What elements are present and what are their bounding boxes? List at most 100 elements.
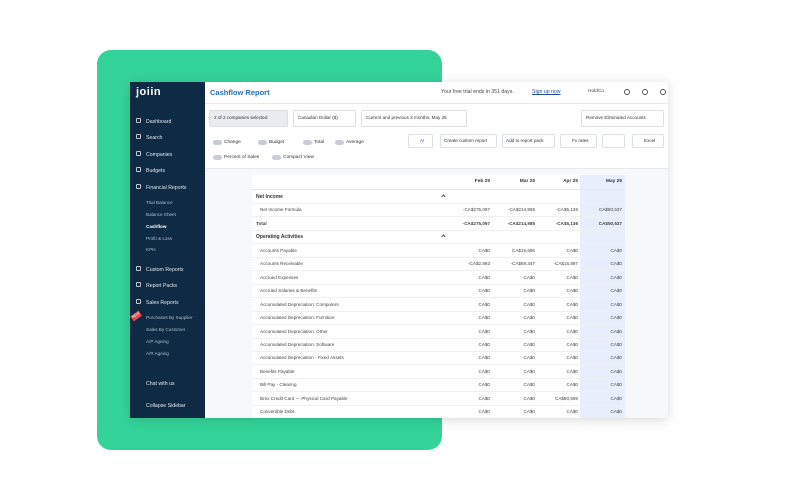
cell: CA$0 xyxy=(566,247,579,253)
dropdown[interactable] xyxy=(361,110,467,127)
row-divider xyxy=(252,364,625,366)
nav-icon xyxy=(136,167,141,172)
sub-nav-item[interactable]: A/P Ageing xyxy=(146,339,169,344)
cell: CA$0 xyxy=(566,288,579,294)
button-label: Excel xyxy=(644,138,656,143)
row-label: Convertible Debt xyxy=(260,409,295,415)
cell: CA$0 xyxy=(478,315,491,321)
row-divider xyxy=(252,297,625,299)
row-label: Accumulated Depreciation - Fixed Assets xyxy=(260,355,344,361)
sub-nav-item[interactable]: Balance Sheet xyxy=(146,212,176,217)
sub-nav-item[interactable]: Trial Balance xyxy=(146,200,173,205)
dropdown-label: 2 of 2 companies selected xyxy=(214,115,268,120)
cell: CA$80,599 xyxy=(555,395,578,401)
print-button[interactable] xyxy=(602,134,625,148)
row-label: Benefits Payable xyxy=(260,368,295,374)
row-label: Accounts Payable xyxy=(260,247,297,253)
section-label: Net Income xyxy=(256,194,283,200)
row-divider xyxy=(252,350,625,352)
nav-item[interactable]: Dashboard xyxy=(146,119,172,125)
cell: CA$0 xyxy=(566,315,579,321)
row-label: Accrued Expenses xyxy=(260,274,299,280)
cell: -CA$5,136 xyxy=(555,220,578,226)
sub-nav-item[interactable]: KPIs xyxy=(146,247,156,252)
row-label: Brex Credit Card — Physical Card Payable xyxy=(260,395,348,401)
nav-icon xyxy=(136,134,141,139)
row-divider xyxy=(252,391,625,393)
cell: CA$0 xyxy=(566,355,579,361)
nav-icon xyxy=(136,184,141,189)
nav-item[interactable]: Budgets xyxy=(146,168,166,174)
cell: -CA$2,893 xyxy=(468,261,490,267)
toolbar-divider xyxy=(205,168,668,169)
row-divider xyxy=(252,189,625,190)
cell: CA$0 xyxy=(610,301,623,307)
cell: CA$0 xyxy=(610,355,623,361)
nav-icon xyxy=(136,282,141,287)
toggle[interactable] xyxy=(303,140,312,145)
cell: CA$0 xyxy=(478,382,491,388)
toggle[interactable] xyxy=(335,140,344,145)
nav-item[interactable]: Companies xyxy=(146,152,173,158)
nav-item[interactable]: Financial Reports xyxy=(146,185,187,191)
sub-nav-item[interactable]: Cashflow xyxy=(146,224,167,229)
cell: CA$0 xyxy=(523,301,536,307)
dropdown[interactable] xyxy=(581,110,664,127)
row-divider xyxy=(252,337,625,339)
sub-nav-item[interactable]: Purchases By Supplier xyxy=(146,315,193,320)
button[interactable] xyxy=(408,134,433,148)
row-divider xyxy=(252,377,625,379)
toggle[interactable] xyxy=(213,140,222,145)
logo: joiin xyxy=(136,86,162,98)
button[interactable] xyxy=(632,134,664,148)
cell: CA$0 xyxy=(610,288,623,294)
dropdown-label: Canadian Dollar ($) xyxy=(298,115,338,120)
cell: CA$0 xyxy=(478,274,491,280)
cell: -CA$275,097 xyxy=(462,207,490,213)
cell: CA$0 xyxy=(610,395,623,401)
row-label: Accounts Receivable xyxy=(260,261,303,267)
cell: CA$0 xyxy=(610,382,623,388)
cell: CA$0 xyxy=(610,409,623,415)
cell: CA$0 xyxy=(523,315,536,321)
cell: CA$0 xyxy=(523,409,536,415)
toggle[interactable] xyxy=(213,155,222,160)
header-icon[interactable] xyxy=(660,89,666,95)
sub-nav-item[interactable]: A/R Ageing xyxy=(146,351,169,356)
nav-item[interactable]: Sales Reports xyxy=(146,300,179,306)
collapse-link[interactable]: Collapse Sidebar xyxy=(146,403,186,409)
button[interactable] xyxy=(502,134,555,148)
company-select[interactable]: HoldCo xyxy=(588,89,604,94)
cell: CA$0 xyxy=(566,301,579,307)
header-icon[interactable] xyxy=(624,89,630,95)
button[interactable] xyxy=(440,134,497,148)
cell: CA$0 xyxy=(566,328,579,334)
cell: CA$0 xyxy=(610,247,623,253)
row-divider xyxy=(252,324,625,326)
cell: CA$0 xyxy=(610,328,623,334)
cell: CA$0 xyxy=(478,341,491,347)
sub-nav-item[interactable]: Profit & Loss xyxy=(146,236,173,241)
row-divider xyxy=(252,216,625,218)
nav-item[interactable]: Search xyxy=(146,135,163,141)
nav-icon xyxy=(136,118,141,123)
toggle[interactable] xyxy=(272,155,281,160)
header-icon[interactable] xyxy=(642,89,648,95)
row-divider xyxy=(252,229,625,231)
row-divider xyxy=(252,256,625,258)
button[interactable] xyxy=(560,134,597,148)
signup-link[interactable]: Sign up now xyxy=(532,89,561,95)
nav-item[interactable]: Custom Reports xyxy=(146,267,184,273)
row-divider xyxy=(252,270,625,272)
cell: CA$0 xyxy=(523,288,536,294)
table xyxy=(252,175,625,418)
nav-item[interactable]: Report Packs xyxy=(146,283,178,289)
cell: CA$0 xyxy=(478,301,491,307)
chat-link[interactable]: Chat with us xyxy=(146,381,175,387)
dropdown[interactable] xyxy=(209,110,288,127)
dropdown[interactable] xyxy=(293,110,356,127)
cell: CA$0 xyxy=(478,409,491,415)
toggle-label: Average xyxy=(346,140,364,145)
sub-nav-item[interactable]: Sales By Customer xyxy=(146,327,186,332)
toggle[interactable] xyxy=(258,140,267,145)
